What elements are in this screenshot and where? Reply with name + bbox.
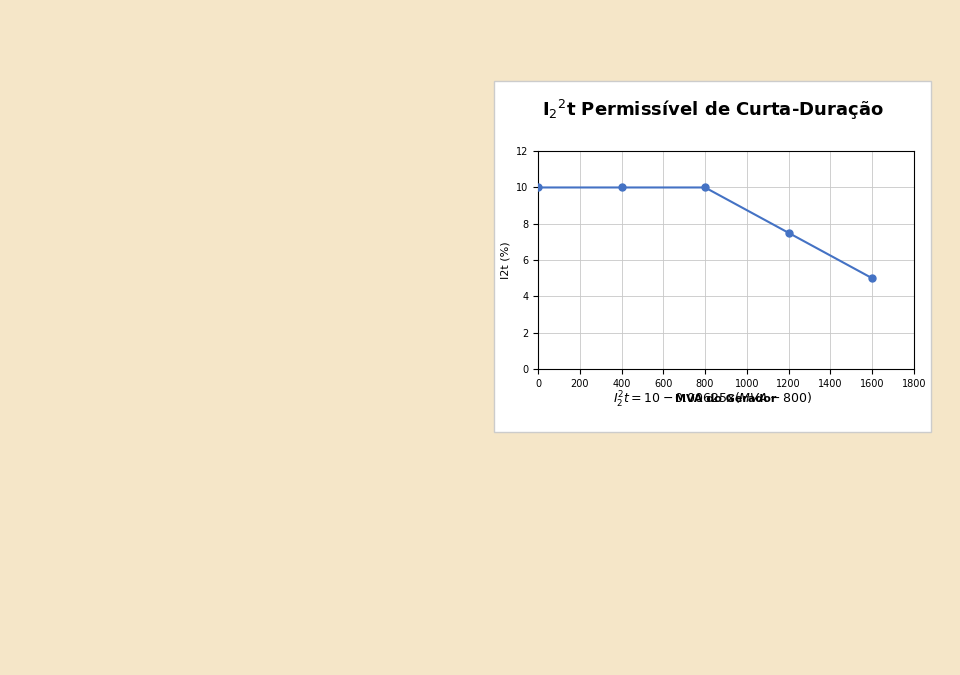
- Text: $I_2^2t = 10 - 0.00625x(MVA - 800)$: $I_2^2t = 10 - 0.00625x(MVA - 800)$: [613, 390, 812, 410]
- Text: I$_2$$^2$t Permissível de Curta-Duração: I$_2$$^2$t Permissível de Curta-Duração: [542, 98, 883, 122]
- X-axis label: MVA do Gerador: MVA do Gerador: [675, 394, 777, 404]
- Y-axis label: I2t (%): I2t (%): [500, 241, 511, 279]
